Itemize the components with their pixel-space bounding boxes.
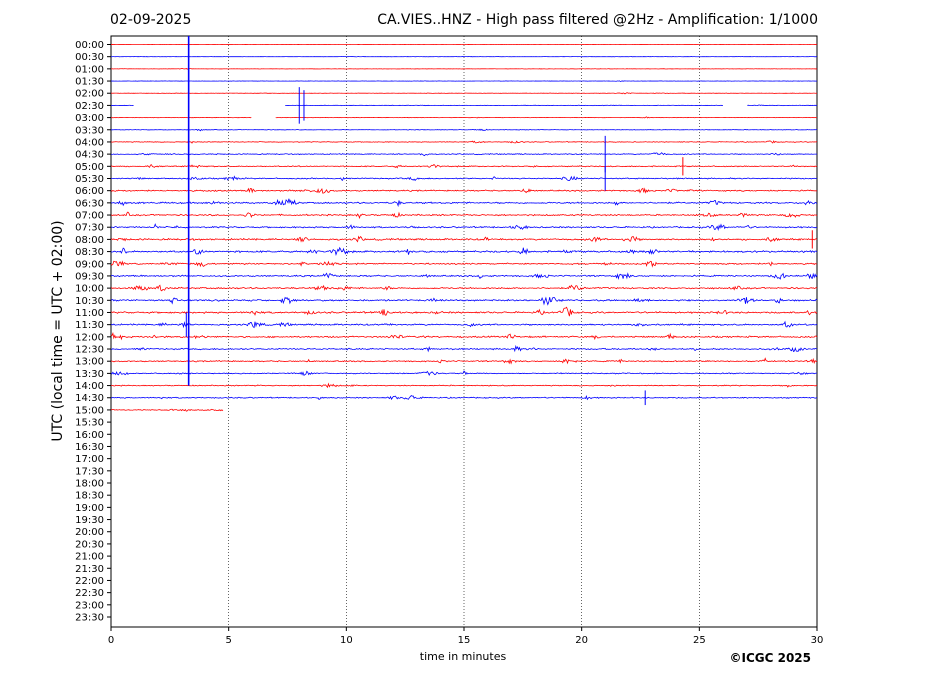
y-tick-label: 19:30 [75, 515, 104, 526]
y-tick-label: 16:00 [75, 430, 104, 441]
y-tick-label: 16:30 [75, 442, 104, 453]
y-tick-label: 08:00 [75, 235, 104, 246]
trace-row-01:30 [110, 80, 818, 82]
y-tick-label: 11:30 [75, 320, 104, 331]
trace-row-13:30 [110, 370, 818, 377]
x-axis-ticks: 0 5 10 15 20 25 30 [108, 627, 824, 646]
y-tick-label: 10:00 [75, 284, 104, 295]
y-tick-label: 21:30 [75, 564, 104, 575]
trace-row-09:30 [110, 272, 818, 281]
y-tick-label: 15:30 [75, 418, 104, 429]
y-tick-label: 06:30 [75, 198, 104, 209]
trace-row-01:00 [110, 68, 818, 70]
y-tick-label: 09:30 [75, 271, 104, 282]
y-tick-label: 07:30 [75, 223, 104, 234]
y-tick-label: 05:00 [75, 162, 104, 173]
y-tick-label: 08:30 [75, 247, 104, 258]
y-tick-label: 10:30 [75, 296, 104, 307]
trace-row-02:30 [110, 104, 818, 107]
x-axis-label: time in minutes [420, 650, 507, 663]
y-tick-label: 00:30 [75, 52, 104, 63]
y-tick-label: 23:30 [75, 613, 104, 624]
trace-row-07:00 [110, 211, 818, 220]
y-tick-label: 23:00 [75, 600, 104, 611]
x-tick-label: 5 [225, 635, 231, 646]
copyright-label: ©ICGC 2025 [729, 651, 811, 665]
y-tick-label: 20:30 [75, 539, 104, 550]
trace-row-04:30 [110, 152, 818, 157]
date-label: 02-09-2025 [110, 12, 192, 28]
x-tick-label: 20 [575, 635, 588, 646]
seismic-traces [110, 36, 818, 412]
y-tick-label: 05:30 [75, 174, 104, 185]
y-tick-label: 06:00 [75, 186, 104, 197]
y-tick-label: 19:00 [75, 503, 104, 514]
trace-row-03:00 [110, 116, 818, 119]
y-tick-label: 22:00 [75, 576, 104, 587]
y-tick-label: 20:00 [75, 527, 104, 538]
trace-row-13:00 [110, 357, 818, 365]
trace-row-05:00 [110, 163, 818, 169]
x-tick-label: 25 [693, 635, 706, 646]
trace-row-11:30 [110, 320, 818, 329]
y-tick-label: 01:30 [75, 77, 104, 88]
y-tick-label: 22:30 [75, 588, 104, 599]
chart-title: CA.VIES..HNZ - High pass filtered @2Hz -… [377, 12, 818, 28]
y-tick-label: 12:30 [75, 345, 104, 356]
x-gridlines [228, 36, 700, 627]
trace-row-04:00 [111, 140, 818, 144]
trace-row-06:00 [110, 187, 818, 194]
trace-row-14:00 [110, 382, 818, 389]
trace-row-12:00 [110, 331, 818, 341]
trace-row-15:00 [110, 408, 224, 412]
trace-row-00:30 [110, 55, 818, 58]
x-tick-label: 30 [811, 635, 824, 646]
trace-row-06:30 [110, 198, 818, 208]
trace-row-07:30 [110, 223, 818, 232]
y-tick-label: 12:00 [75, 332, 104, 343]
trace-row-09:00 [110, 260, 818, 268]
y-tick-label: 07:00 [75, 211, 104, 222]
y-tick-label: 00:00 [75, 40, 104, 51]
trace-row-08:00 [110, 235, 818, 243]
y-tick-label: 17:00 [75, 454, 104, 465]
y-tick-label: 18:00 [75, 479, 104, 490]
plot-border [110, 35, 818, 628]
y-tick-label: 18:30 [75, 491, 104, 502]
y-tick-label: 04:30 [75, 150, 104, 161]
trace-row-02:00 [110, 92, 818, 95]
trace-row-10:00 [110, 284, 818, 292]
y-tick-label: 17:30 [75, 466, 104, 477]
y-tick-label: 13:30 [75, 369, 104, 380]
y-tick-label: 02:30 [75, 101, 104, 112]
y-axis-label: UTC (local time = UTC + 02:00) [50, 220, 66, 441]
y-tick-label: 21:00 [75, 552, 104, 563]
trace-row-03:30 [110, 128, 818, 132]
trace-row-10:30 [110, 296, 818, 306]
y-tick-label: 03:00 [75, 113, 104, 124]
y-tick-label: 03:30 [75, 125, 104, 136]
trace-row-08:30 [110, 246, 818, 257]
trace-row-14:30 [110, 394, 818, 401]
y-tick-label: 15:00 [75, 405, 104, 416]
y-tick-label: 09:00 [75, 259, 104, 270]
y-tick-label: 14:00 [75, 381, 104, 392]
x-tick-label: 10 [340, 635, 353, 646]
trace-row-12:30 [110, 344, 818, 353]
y-tick-label: 14:30 [75, 393, 104, 404]
trace-row-05:30 [110, 175, 818, 182]
y-tick-label: 01:00 [75, 64, 104, 75]
y-tick-label: 13:00 [75, 357, 104, 368]
plot-frame [110, 35, 818, 628]
x-tick-label: 15 [458, 635, 471, 646]
y-tick-label: 02:00 [75, 89, 104, 100]
x-tick-label: 0 [108, 635, 114, 646]
y-tick-label: 11:00 [75, 308, 104, 319]
y-tick-label: 04:00 [75, 137, 104, 148]
trace-row-11:00 [110, 306, 818, 317]
